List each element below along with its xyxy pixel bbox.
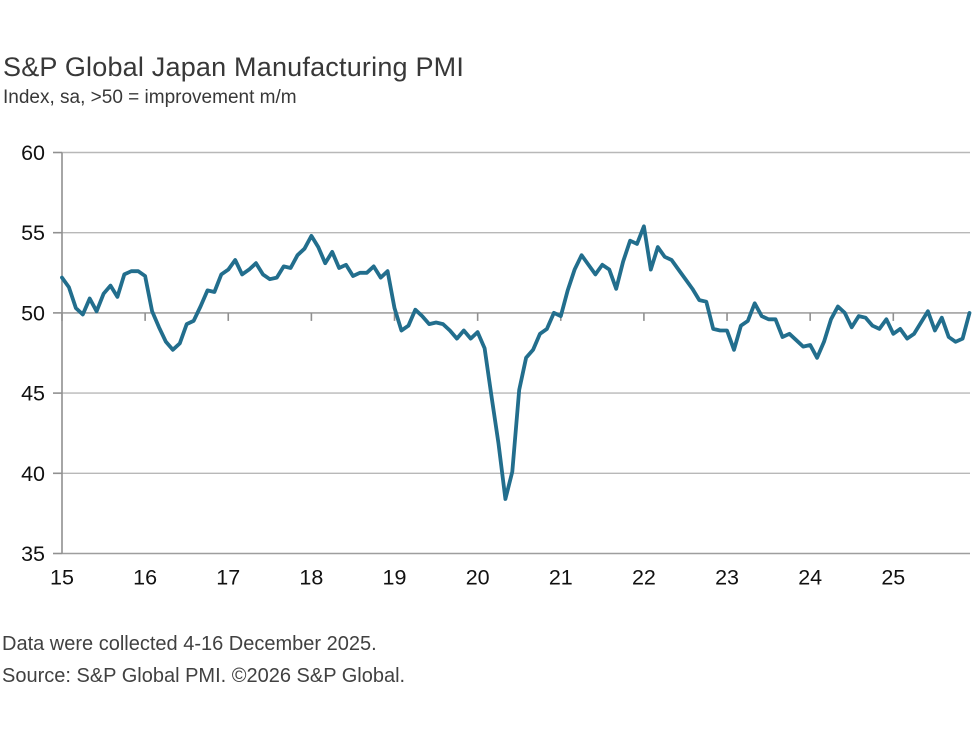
x-tick-label: 20 (466, 566, 490, 590)
x-tick-label: 15 (50, 566, 74, 590)
x-tick-label: 25 (881, 566, 905, 590)
x-tick-label: 22 (632, 566, 656, 590)
y-tick-label: 40 (21, 462, 45, 486)
x-tick-label: 23 (715, 566, 739, 590)
y-tick-label: 35 (21, 542, 45, 566)
y-tick-label: 60 (21, 141, 45, 165)
chart-title: S&P Global Japan Manufacturing PMI (3, 52, 465, 82)
data-collection-note: Data were collected 4-16 December 2025. (2, 633, 377, 655)
y-tick-label: 55 (21, 221, 45, 245)
pmi-line-chart: 35 40 45 50 55 60 15 16 17 18 19 20 21 22 23 24 25 (21, 141, 972, 590)
x-tick-label: 24 (798, 566, 822, 590)
source-note: Source: S&P Global PMI. ©2026 S&P Global… (2, 665, 406, 687)
y-tick-label: 50 (21, 301, 45, 325)
x-tick-label: 17 (216, 566, 240, 590)
y-tick-label: 45 (21, 382, 45, 406)
x-tick-label: 21 (549, 566, 573, 590)
chart-subtitle: Index, sa, >50 = improvement m/m (3, 87, 297, 108)
x-tick-label: 18 (299, 566, 323, 590)
pmi-series-line (60, 224, 972, 501)
x-tick-label: 19 (383, 566, 407, 590)
x-tick-label: 16 (133, 566, 157, 590)
